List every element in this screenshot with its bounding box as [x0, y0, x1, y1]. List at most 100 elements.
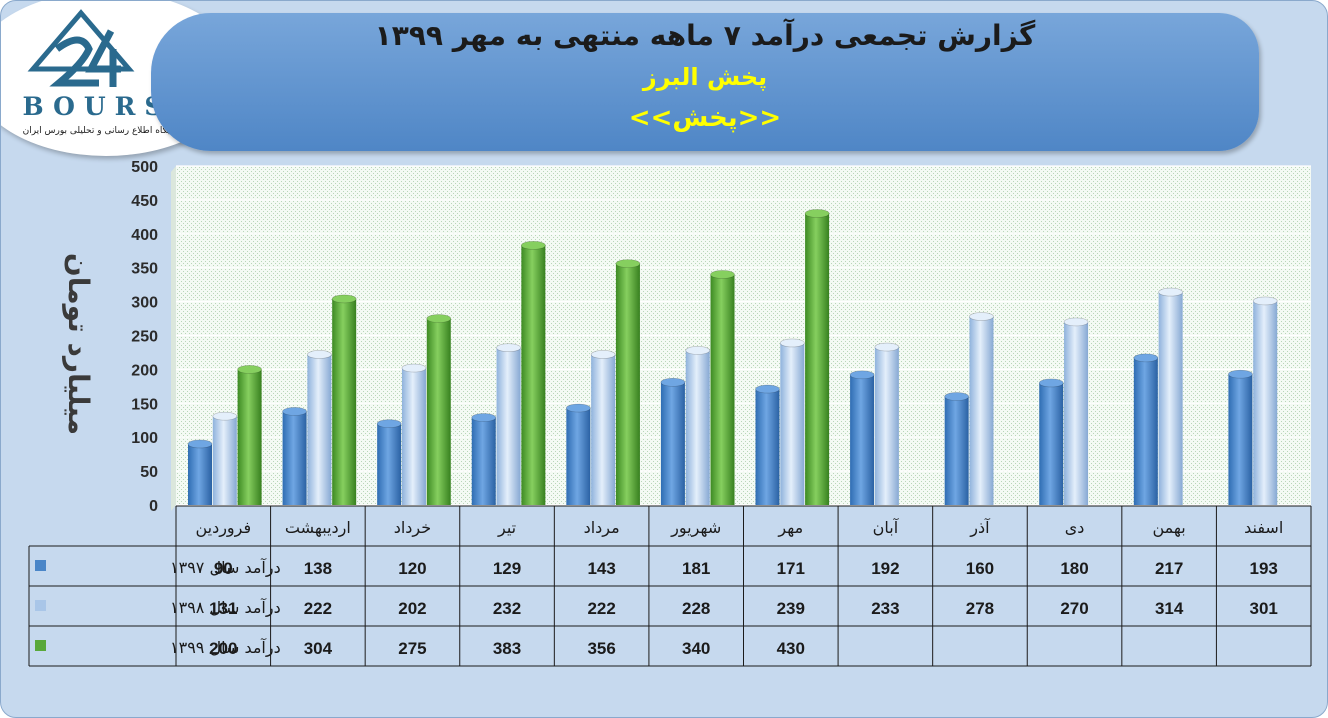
- data-table-value: 228: [682, 599, 710, 618]
- x-category-label: خرداد: [394, 518, 431, 538]
- logo-mark-4: [85, 29, 121, 87]
- bar-cap: [1252, 296, 1278, 306]
- data-table-value: 222: [304, 599, 332, 618]
- y-tick-label: 450: [131, 193, 158, 210]
- x-category-label: فروردین: [195, 518, 251, 538]
- bar: [237, 369, 262, 505]
- data-table-value: 239: [777, 599, 805, 618]
- data-table-value: 217: [1155, 559, 1183, 578]
- chart-subtitle-sector: <<پخش>>: [628, 103, 782, 133]
- bar: [1158, 292, 1183, 505]
- bar-cap: [331, 294, 357, 304]
- bar: [471, 417, 496, 505]
- bar-cap: [874, 342, 900, 352]
- bar-cap: [496, 343, 521, 353]
- title-banner: [151, 13, 1259, 151]
- data-table-value: 275: [398, 639, 426, 658]
- data-table-value: 270: [1060, 599, 1088, 618]
- data-table-value: 200: [209, 639, 237, 658]
- x-category-label: آبان: [873, 518, 900, 537]
- y-tick-label: 100: [131, 430, 158, 447]
- data-table-value: 192: [871, 559, 899, 578]
- y-tick-label: 400: [131, 227, 158, 244]
- bar: [188, 443, 212, 505]
- data-table-value: 233: [871, 599, 899, 618]
- bar-cap: [615, 259, 641, 268]
- bar-cap: [566, 403, 591, 413]
- bar-cap: [1228, 369, 1253, 379]
- y-tick-label: 200: [131, 362, 158, 379]
- y-tick-label: 350: [131, 261, 158, 278]
- bar-cap: [376, 419, 402, 428]
- data-table-value: 314: [1155, 599, 1184, 618]
- bar-cap: [779, 338, 805, 348]
- bar: [850, 374, 875, 505]
- data-table-value: 120: [398, 559, 426, 578]
- data-table-value: 232: [493, 599, 521, 618]
- bar: [1064, 321, 1089, 505]
- y-tick-label: 250: [131, 329, 158, 346]
- legend-series-label: درآمد سال ۱۳۹۹: [170, 638, 281, 658]
- bar: [426, 318, 451, 505]
- x-category-label: دی: [1065, 518, 1085, 537]
- bar: [521, 245, 546, 506]
- bar-cap: [521, 241, 546, 250]
- data-table-value: 138: [304, 559, 332, 578]
- bar-cap: [590, 350, 616, 359]
- bar-cap: [849, 370, 875, 380]
- x-category-label: تیر: [497, 518, 516, 538]
- legend-swatch: [35, 600, 46, 611]
- bar-cap: [710, 270, 735, 279]
- y-tick-label: 50: [140, 464, 158, 481]
- data-table-value: 222: [587, 599, 615, 618]
- bar-cap: [237, 365, 262, 374]
- bar: [1228, 374, 1253, 505]
- x-category-label: مرداد: [584, 518, 620, 538]
- y-tick-label: 0: [149, 498, 158, 515]
- bar-cap: [1133, 353, 1159, 363]
- bar-cap: [969, 312, 994, 321]
- x-category-label: آذر: [969, 518, 991, 538]
- bar: [685, 350, 710, 505]
- data-table-value: 131: [209, 599, 237, 618]
- bar-cap: [1038, 378, 1064, 388]
- x-category-label: اردیبهشت: [285, 518, 351, 538]
- bar-cap: [685, 346, 711, 355]
- bar-cap: [426, 314, 452, 323]
- data-table-value: 278: [966, 599, 994, 618]
- bar-cap: [282, 407, 307, 416]
- y-tick-label: 300: [131, 295, 158, 312]
- data-table-value: 160: [966, 559, 994, 578]
- bar-cap: [804, 209, 830, 218]
- y-axis-title: میلیارد تومان: [62, 253, 95, 435]
- legend-swatch: [35, 560, 46, 571]
- plot-side-wall: [171, 166, 176, 511]
- bar: [332, 298, 357, 505]
- bar-cap: [187, 439, 213, 449]
- data-table-value: 181: [682, 559, 710, 578]
- bar: [282, 411, 307, 505]
- bar: [212, 416, 237, 505]
- legend-series-label: درآمد سال ۱۳۹۷: [170, 558, 281, 578]
- bar: [566, 408, 591, 505]
- bar-cap: [660, 377, 686, 387]
- data-table-value: 171: [777, 559, 805, 578]
- data-table-value: 180: [1060, 559, 1088, 578]
- y-tick-label: 500: [131, 159, 158, 176]
- bar: [805, 213, 830, 505]
- x-category-label: شهریور: [670, 518, 721, 538]
- x-category-label: بهمن: [1152, 518, 1185, 538]
- x-category-label: مهر: [777, 518, 803, 538]
- data-table-value: 304: [304, 639, 333, 658]
- data-table-value: 356: [587, 639, 615, 658]
- bar-cap: [1158, 287, 1183, 297]
- bar-cap: [307, 350, 332, 359]
- logo-mark-2: [49, 36, 99, 87]
- bar: [615, 263, 640, 505]
- data-table-value: 430: [777, 639, 805, 658]
- bar-cap: [1063, 317, 1089, 327]
- data-table-value: 301: [1250, 599, 1278, 618]
- bar: [944, 396, 969, 505]
- x-category-label: اسفند: [1244, 518, 1283, 537]
